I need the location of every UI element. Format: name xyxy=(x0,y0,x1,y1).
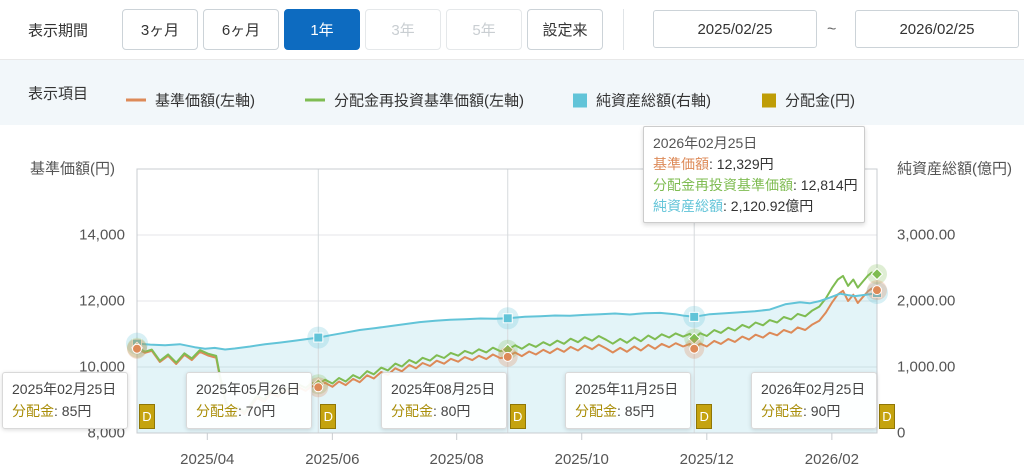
distribution-callout-label: 分配金 xyxy=(575,403,617,419)
nav-marker xyxy=(313,382,324,393)
legend-item-distribution-label: 分配金(円) xyxy=(785,92,855,110)
assets-marker xyxy=(502,313,513,324)
assets-marker xyxy=(689,311,700,322)
distribution-callout-label: 分配金 xyxy=(761,403,803,419)
period-button-6m[interactable]: 6ヶ月 xyxy=(203,9,279,50)
distribution-callout: 2026年02月25日 分配金: 90円 xyxy=(751,372,877,429)
distribution-callout-date: 2025年05月26日 xyxy=(196,381,301,397)
chart-tooltip: 2026年02月25日 基準価額: 12,329円 分配金再投資基準価額: 12,… xyxy=(643,126,865,223)
date-to-input[interactable] xyxy=(855,10,1019,48)
distribution-callout: 2025年08月25日 分配金: 80円 xyxy=(381,372,507,429)
distribution-callout: 2025年05月26日 分配金: 70円 xyxy=(186,372,312,429)
assets-area-fill xyxy=(137,293,877,433)
period-button-1y[interactable]: 1年 xyxy=(284,9,360,50)
nav-marker xyxy=(872,285,882,296)
price-chart-canvas[interactable] xyxy=(0,125,1024,475)
distribution-callout-date: 2026年02月25日 xyxy=(761,381,866,397)
assets-marker xyxy=(313,332,324,343)
distribution-callout-date: 2025年08月25日 xyxy=(391,381,496,397)
distribution-callout-label: 分配金 xyxy=(391,403,433,419)
distribution-marker[interactable]: D xyxy=(509,404,526,429)
divider xyxy=(623,9,624,50)
tooltip-row-value: : 12,814円 xyxy=(793,177,858,193)
reinvested-marker xyxy=(870,267,884,281)
period-button-inception[interactable]: 設定来 xyxy=(527,9,603,50)
period-label: 表示期間 xyxy=(28,22,89,39)
distribution-callout: 2025年11月25日 分配金: 85円 xyxy=(565,372,691,429)
period-button-3m[interactable]: 3ヶ月 xyxy=(122,9,198,50)
date-range-separator: ~ xyxy=(827,20,837,38)
tooltip-row: 純資産総額: 2,120.92億円 xyxy=(653,196,855,217)
tooltip-row-value: : 2,120.92億円 xyxy=(723,198,814,214)
distribution-callout-date: 2025年11月25日 xyxy=(575,381,679,397)
distribution-callout-amount: 分配金: 85円 xyxy=(575,403,655,419)
distribution-marker[interactable]: D xyxy=(879,404,895,429)
distribution-marker[interactable]: D xyxy=(696,404,713,429)
nav-marker xyxy=(502,351,513,362)
legend-item-nav-label: 基準価額(左軸) xyxy=(155,92,255,110)
distribution-callout-amount: 分配金: 80円 xyxy=(391,403,471,419)
tooltip-row-label: 分配金再投資基準価額 xyxy=(653,177,793,193)
left-axis-tick-label: 14,000 xyxy=(79,226,125,244)
distribution-callout-date: 2025年02月25日 xyxy=(12,381,117,397)
distribution-marker[interactable]: D xyxy=(139,404,155,429)
distribution-callout: 2025年02月25日 分配金: 85円 xyxy=(2,372,128,429)
legend-item-assets-swatch xyxy=(573,93,587,107)
distribution-callout-amount: 分配金: 85円 xyxy=(12,403,92,419)
legend-item-reinvested-label: 分配金再投資基準価額(左軸) xyxy=(334,92,524,110)
x-axis-tick-label: 2025/12 xyxy=(679,451,734,468)
tooltip-row-value: : 12,329円 xyxy=(709,156,774,172)
legend-item-nav-swatch xyxy=(126,98,146,102)
legend-item-nav: 基準価額(左軸) xyxy=(126,90,255,111)
legend-item-distribution-swatch xyxy=(762,93,776,107)
date-from-input[interactable] xyxy=(653,10,817,48)
distribution-callout-amount: 分配金: 90円 xyxy=(761,403,841,419)
tooltip-row: 分配金再投資基準価額: 12,814円 xyxy=(653,175,858,196)
right-axis-tick-label: 1,000.00 xyxy=(897,358,956,376)
right-axis-title: 純資産総額(億円) xyxy=(897,160,1012,178)
tooltip-rows: 基準価額: 12,329円 分配金再投資基準価額: 12,814円 純資産総額: 2… xyxy=(653,154,858,217)
period-button-group: 3ヶ月 6ヶ月 1年 3年 5年 設定来 xyxy=(122,9,608,50)
x-axis-tick-label: 2025/10 xyxy=(554,451,609,468)
plot-border xyxy=(136,168,878,434)
legend-item-distribution: 分配金(円) xyxy=(762,90,855,111)
period-button-5y: 5年 xyxy=(446,9,522,50)
series-assets-line xyxy=(136,292,878,351)
chart-section: 基準価額(円) 純資産総額(億円) 14,000 12,000 10,000 8,00… xyxy=(0,125,1024,475)
x-axis-tick-label: 2026/02 xyxy=(804,451,859,468)
distribution-callout-label: 分配金 xyxy=(12,403,54,419)
left-axis-tick-label: 12,000 xyxy=(79,292,125,310)
legend-item-reinvested: 分配金再投資基準価額(左軸) xyxy=(305,90,524,111)
right-axis-tick-label: 2,000.00 xyxy=(897,292,956,310)
right-axis-tick-label: 3,000.00 xyxy=(897,226,956,244)
x-axis-tick-label: 2025/04 xyxy=(180,451,235,468)
tooltip-row-label: 基準価額 xyxy=(653,156,709,172)
distribution-marker[interactable]: D xyxy=(320,404,337,429)
tooltip-date: 2026年02月25日 xyxy=(653,135,758,151)
legend-item-assets: 純資産総額(右軸) xyxy=(573,90,711,111)
left-axis-tick-label: 10,000 xyxy=(79,358,125,376)
tooltip-row: 基準価額: 12,329円 xyxy=(653,154,855,175)
legend-row: 表示項目 基準価額(左軸) 分配金再投資基準価額(左軸) 純資産総額(右軸) 分配金(… xyxy=(0,60,1024,125)
distribution-callout-amount: 分配金: 70円 xyxy=(196,403,276,419)
distribution-callout-label: 分配金 xyxy=(196,403,238,419)
nav-marker xyxy=(689,343,700,354)
legend-item-reinvested-swatch xyxy=(305,98,325,102)
period-button-3y: 3年 xyxy=(365,9,441,50)
tooltip-row-label: 純資産総額 xyxy=(653,198,723,214)
right-axis-tick-label: 0 xyxy=(897,424,906,442)
nav-marker xyxy=(132,343,142,354)
x-axis-tick-label: 2025/06 xyxy=(305,451,360,468)
legend-label: 表示項目 xyxy=(28,85,89,102)
x-axis-tick-label: 2025/08 xyxy=(429,451,484,468)
legend-item-assets-label: 純資産総額(右軸) xyxy=(596,92,711,110)
left-axis-title: 基準価額(円) xyxy=(30,160,115,178)
